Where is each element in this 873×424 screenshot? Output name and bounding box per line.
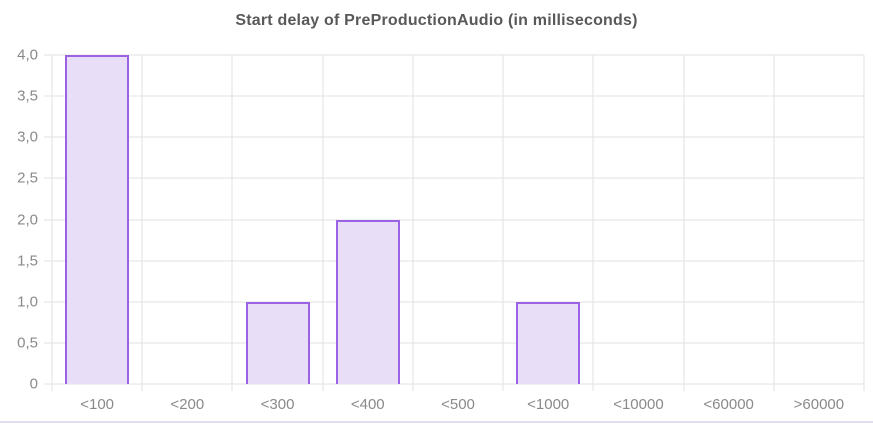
y-tick-label: 1,5 — [17, 252, 38, 270]
bar[interactable] — [516, 301, 581, 384]
bar[interactable] — [65, 55, 130, 384]
h-gridline — [44, 342, 864, 344]
y-tick-label: 0,5 — [17, 334, 38, 352]
h-gridline — [44, 219, 864, 220]
x-tick-label: <60000 — [703, 396, 754, 413]
x-tick-label: <300 — [260, 396, 295, 413]
h-gridline — [44, 177, 864, 179]
h-gridline — [44, 260, 864, 262]
plot-area: 0 0,5 1,0 1,5 2,0 2,5 3,0 3,5 4,0 <100 <200 <300 <40… — [17, 47, 865, 413]
y-tick-label: 3,0 — [17, 128, 38, 146]
x-tick-label: >60000 — [793, 396, 845, 413]
x-tick-label: <10000 — [613, 396, 664, 413]
v-gridline — [141, 55, 143, 391]
x-tick-label: <200 — [170, 396, 205, 413]
v-gridline — [592, 55, 594, 391]
bar[interactable] — [245, 301, 310, 384]
h-gridline — [44, 301, 864, 303]
x-tick-label: <1000 — [527, 396, 570, 413]
y-tick-label: 2,5 — [17, 169, 38, 187]
v-gridline — [322, 55, 324, 391]
v-gridline — [231, 55, 233, 391]
v-gridline — [863, 55, 865, 391]
bottom-divider — [0, 421, 873, 423]
x-tick-label: <100 — [80, 396, 115, 413]
v-gridline — [773, 55, 775, 391]
chart-title: Start delay of PreProductionAudio (in mi… — [235, 12, 638, 29]
v-gridline — [683, 55, 685, 391]
y-tick-label: 1,0 — [17, 293, 38, 311]
v-gridline — [412, 55, 414, 391]
h-gridline — [44, 136, 864, 138]
y-tick-label: 0 — [29, 375, 38, 393]
bar[interactable] — [335, 219, 400, 384]
y-tick-label: 2,0 — [17, 211, 38, 228]
x-tick-label: <400 — [350, 396, 385, 413]
y-tick-label: 3,5 — [17, 87, 38, 105]
y-tick-label: 4,0 — [17, 46, 38, 64]
v-gridline — [51, 55, 53, 391]
h-gridline — [44, 54, 864, 56]
x-tick-label: <500 — [441, 396, 475, 413]
v-gridline — [502, 55, 504, 391]
h-gridline — [44, 383, 864, 385]
h-gridline — [44, 95, 864, 97]
